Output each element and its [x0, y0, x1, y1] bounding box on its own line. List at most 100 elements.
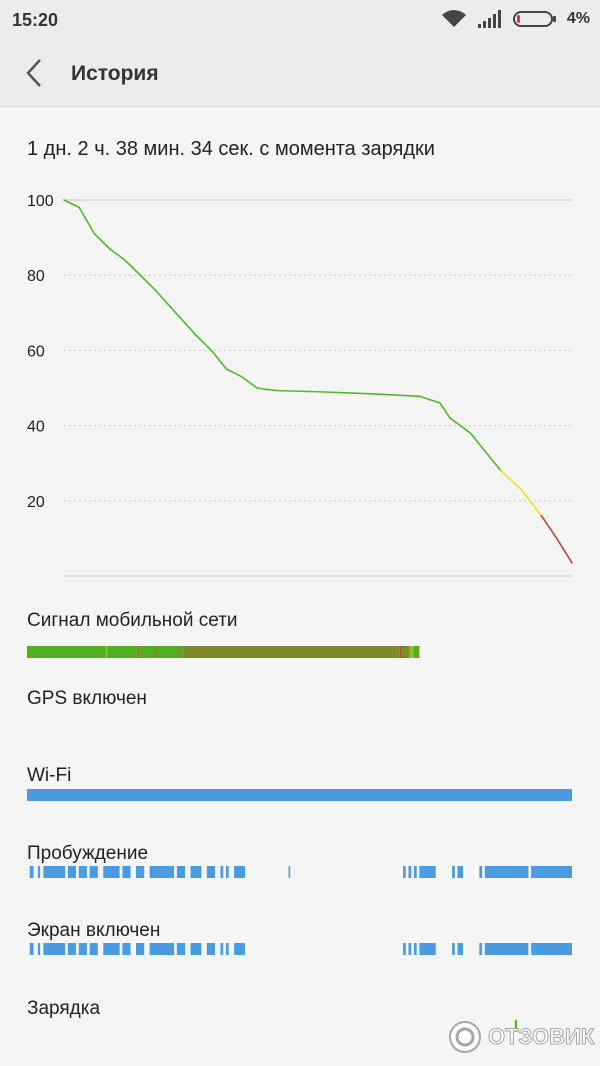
track-segment	[225, 943, 229, 955]
track-segment	[234, 866, 245, 878]
track-segment	[178, 646, 181, 658]
track-segment	[484, 943, 529, 955]
track-segment	[78, 943, 87, 955]
track-segment	[103, 866, 120, 878]
track-segment	[206, 866, 216, 878]
y-tick-label: 20	[27, 494, 45, 511]
battery-line-segment	[154, 289, 177, 314]
track-segment	[531, 943, 572, 955]
battery-line-segment	[225, 368, 243, 378]
battery-percent: 4%	[566, 10, 590, 27]
battery-line-segment	[276, 389, 319, 393]
mobile-signal-label: Сигнал мобильной сети	[27, 610, 238, 631]
watermark: ОТЗОВИК	[448, 1020, 595, 1054]
back-button[interactable]	[20, 56, 52, 90]
battery-line-segment	[241, 375, 258, 389]
battery-line-segment	[469, 432, 487, 453]
track-segment	[220, 866, 224, 878]
track-segment	[514, 1020, 517, 1032]
track-segment	[27, 789, 572, 801]
track-segment	[105, 646, 108, 658]
track-segment	[29, 866, 34, 878]
battery-line-segment	[484, 451, 502, 472]
track-segment	[122, 866, 131, 878]
track-segment	[408, 943, 412, 955]
track-segment	[452, 943, 455, 955]
since-charge-text: 1 дн. 2 ч. 38 мин. 34 сек. с момента зар…	[27, 138, 435, 160]
battery-line-segment	[174, 312, 197, 337]
battery-line-segment	[500, 469, 523, 491]
track-segment	[190, 943, 202, 955]
track-segment	[403, 943, 406, 955]
track-segment	[176, 866, 186, 878]
track-segment	[413, 646, 420, 658]
track-segment	[220, 943, 224, 955]
y-tick-label: 40	[27, 419, 45, 436]
watermark-text: ОТЗОВИК	[487, 1024, 595, 1050]
awake-track	[29, 866, 572, 878]
screen-on-track	[29, 943, 572, 955]
track-segment	[206, 943, 216, 955]
battery-line-segment	[449, 417, 472, 434]
track-segment	[180, 646, 184, 658]
chevron-left-icon	[26, 59, 41, 87]
track-segment	[484, 866, 529, 878]
signal-icon	[477, 10, 501, 28]
track-segment	[225, 866, 229, 878]
track-segment	[43, 866, 66, 878]
track-segment	[403, 866, 406, 878]
track-segment	[457, 943, 463, 955]
battery-icon	[512, 11, 556, 27]
track-segment	[37, 943, 41, 955]
gps-label: GPS включен	[27, 688, 147, 709]
track-segment	[419, 943, 436, 955]
track-segment	[67, 866, 77, 878]
track-segment	[156, 646, 159, 658]
battery-line-segment	[540, 515, 558, 540]
track-segment	[288, 866, 291, 878]
track-segment	[183, 646, 400, 658]
battery-line-segment	[418, 395, 441, 404]
battery-line-segment	[210, 349, 228, 370]
track-segment	[103, 943, 120, 955]
mobile-signal-track	[27, 646, 420, 658]
wifi-label: Wi-Fi	[27, 765, 72, 786]
charging-track	[514, 1020, 517, 1032]
track-segment	[27, 646, 106, 658]
status-icons: 4%	[441, 9, 590, 29]
track-segment	[158, 646, 179, 658]
battery-line-segment	[124, 259, 141, 276]
track-segment	[401, 646, 410, 658]
awake-label: Пробуждение	[27, 843, 149, 864]
status-time: 15:20	[12, 10, 59, 30]
battery-level-chart: 100 80 60 40 20	[27, 193, 573, 577]
y-tick-label: 80	[27, 268, 45, 285]
track-segment	[413, 943, 417, 955]
charging-label: Зарядка	[27, 998, 101, 1019]
y-tick-label: 100	[27, 193, 54, 210]
track-segment	[413, 866, 417, 878]
track-segment	[29, 943, 34, 955]
battery-line-segment	[555, 537, 573, 564]
track-segment	[136, 866, 145, 878]
wifi-icon	[441, 10, 466, 27]
battery-line-segment	[266, 388, 279, 392]
battery-line-segment	[63, 199, 81, 209]
track-segment	[43, 943, 66, 955]
track-segment	[89, 866, 98, 878]
track-segment	[479, 943, 483, 955]
status-bar: 15:20 4%	[0, 0, 600, 40]
battery-line-segment	[139, 274, 157, 292]
watermark-logo-icon	[449, 1021, 481, 1053]
battery-line-segment	[108, 248, 126, 261]
app-header: История	[0, 40, 600, 107]
battery-line-segment	[367, 392, 421, 398]
battery-line-segment	[439, 402, 451, 419]
track-segment	[452, 866, 455, 878]
track-segment	[136, 943, 145, 955]
battery-line-segment	[520, 488, 543, 517]
track-segment	[149, 943, 175, 955]
track-segment	[89, 943, 98, 955]
track-segment	[399, 646, 402, 658]
track-segment	[234, 943, 245, 955]
